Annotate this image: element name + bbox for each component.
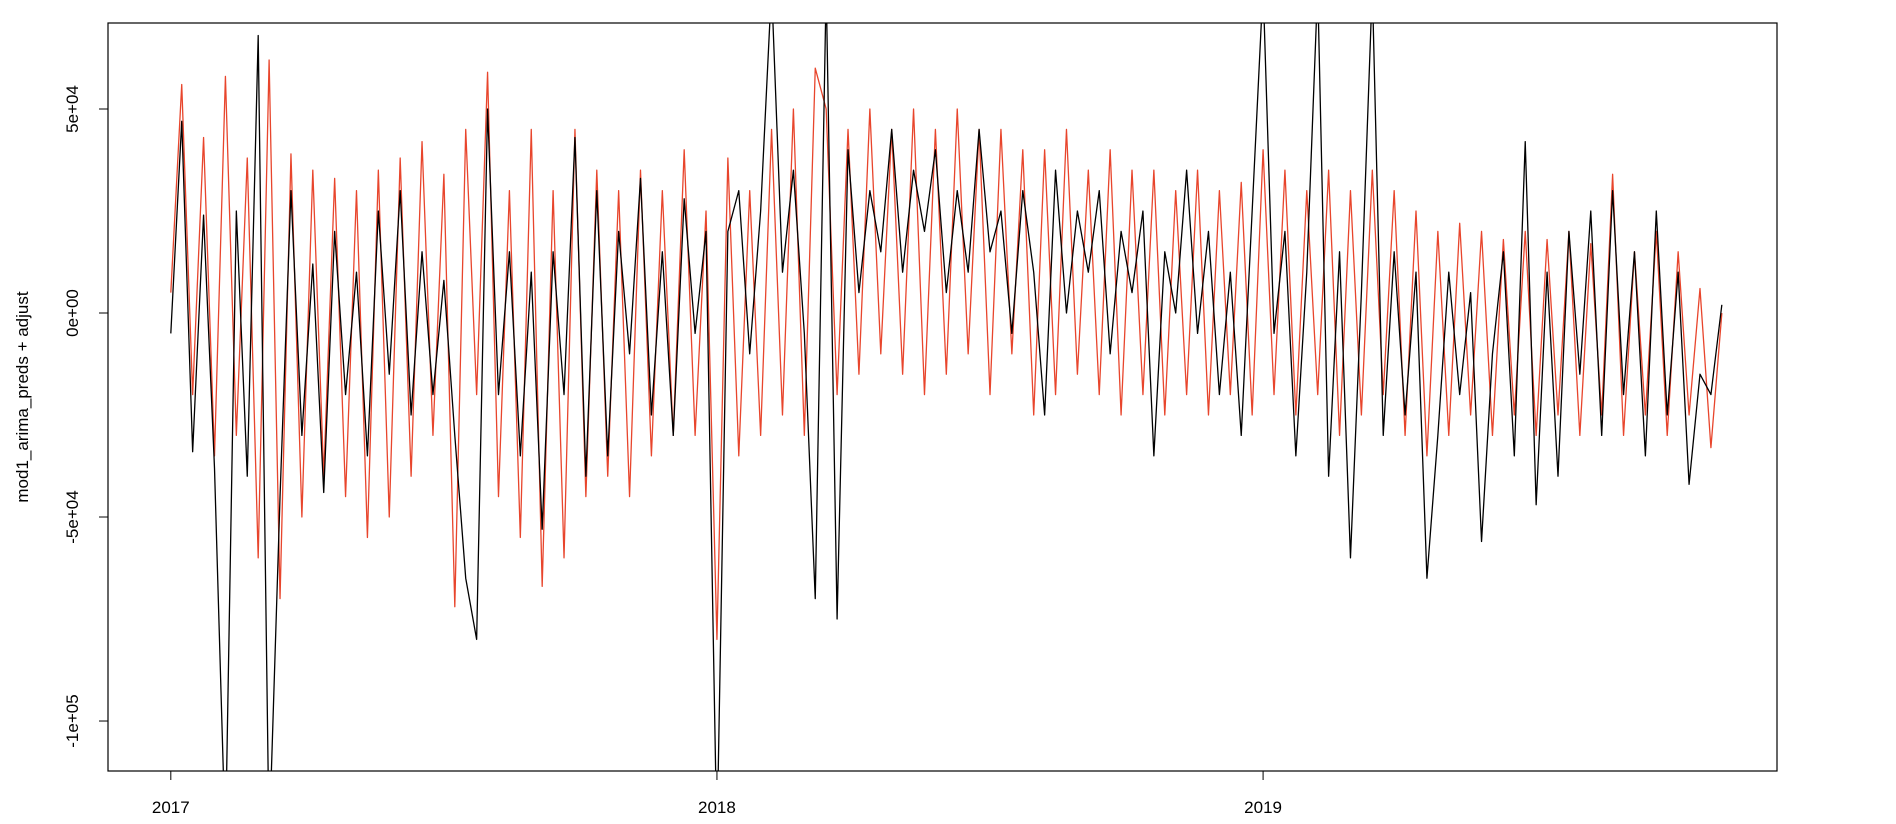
plot-area — [170, 23, 1723, 771]
y-tick-label: -5e+04 — [63, 490, 82, 543]
x-tick-label: 2018 — [698, 798, 736, 817]
series-line — [170, 59, 1723, 641]
y-tick-label: 5e+04 — [63, 85, 82, 133]
y-axis-label: mod1_arima_preds + adjust — [13, 291, 32, 502]
y-tick-label: -1e+05 — [63, 694, 82, 747]
y-tick-label: 0e+00 — [63, 289, 82, 337]
plot-frame — [107, 22, 1778, 772]
x-tick-label: 2017 — [152, 798, 190, 817]
x-tick-label: 2019 — [1244, 798, 1282, 817]
series-line — [170, 23, 1723, 771]
